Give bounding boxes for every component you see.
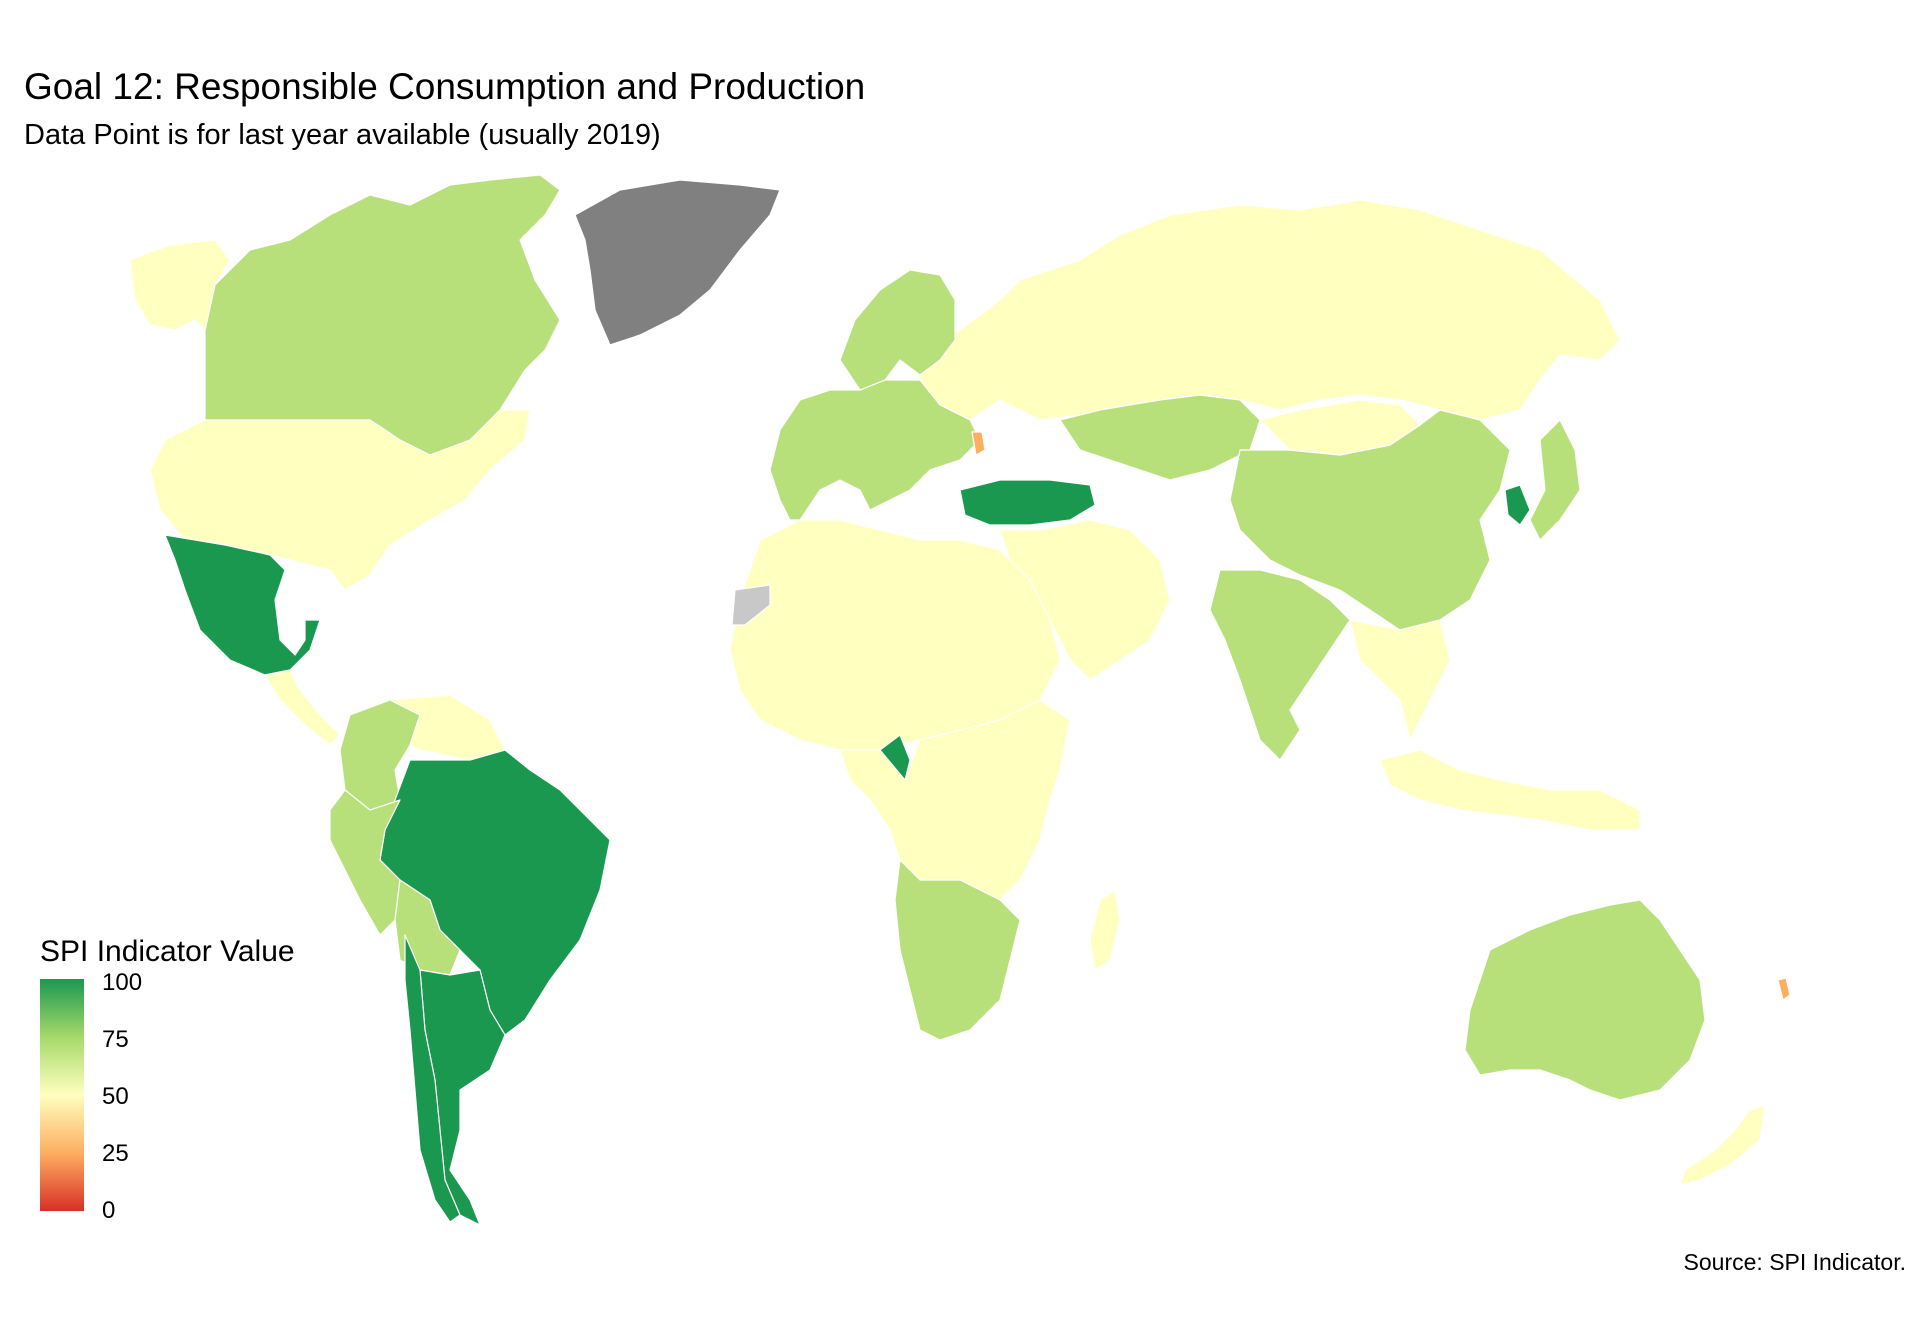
legend-color-bar [40,979,84,1211]
region-southeast-asia [1349,619,1451,741]
region-new-caledonia [1777,977,1791,1001]
legend-tick-75: 75 [102,1026,129,1053]
legend-tick-50: 50 [102,1083,129,1110]
region-southern-africa [894,859,1021,1041]
region-india [1209,569,1351,761]
region-indonesia [1379,749,1641,831]
region-alaska [129,239,231,331]
legend-tick-0: 0 [102,1197,116,1224]
region-moldova [971,431,986,456]
legend-tick-100: 100 [102,969,143,996]
map-title: Goal 12: Responsible Consumption and Pro… [24,66,866,107]
region-central-africa [839,699,1071,901]
region-scandinavia [839,269,956,391]
region-mongolia [1259,399,1421,456]
region-turkey [959,479,1096,526]
region-russia [919,199,1621,421]
region-australia [1464,899,1706,1101]
map-subtitle: Data Point is for last year available (u… [24,119,661,151]
region-greenland [574,179,781,346]
region-japan [1529,419,1581,541]
region-madagascar [1089,889,1121,971]
legend-tick-25: 25 [102,1140,129,1167]
legend: SPI Indicator Value 100 75 50 25 0 [40,935,295,1224]
region-mexico [164,534,321,676]
legend-title: SPI Indicator Value [40,935,295,968]
region-united-states [149,409,531,591]
region-central-america [264,669,341,746]
source-caption: Source: SPI Indicator. [1683,1249,1906,1275]
region-new-zealand [1679,1104,1766,1186]
region-chile [404,934,461,1223]
region-south-korea [1504,484,1531,526]
region-west-sahara [731,584,771,626]
